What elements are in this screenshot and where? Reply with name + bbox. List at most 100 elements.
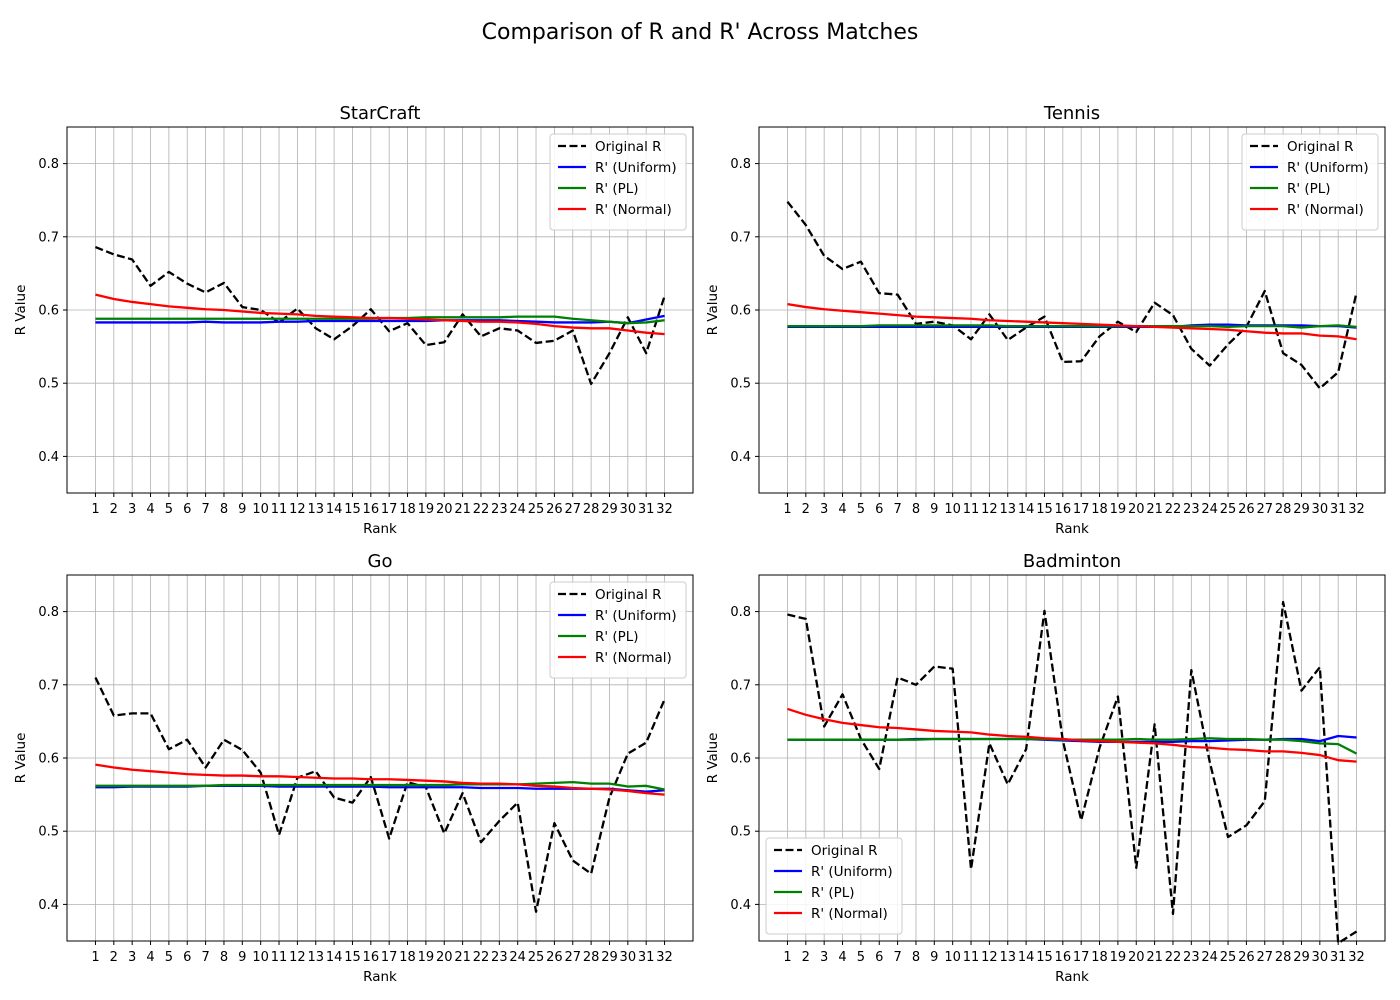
y-tick-label: 0.4 — [38, 450, 59, 465]
legend-label: Original R — [1287, 139, 1354, 155]
series-line-original-r — [94, 676, 666, 913]
x-tick-label: 15 — [1036, 950, 1053, 965]
x-tick-label: 27 — [564, 950, 581, 965]
x-tick-label: 22 — [1165, 950, 1182, 965]
x-tick-label: 12 — [289, 950, 306, 965]
x-tick-label: 3 — [820, 950, 828, 965]
x-tick-label: 1 — [783, 950, 791, 965]
x-tick-label: 2 — [110, 950, 118, 965]
x-tick-label: 28 — [1275, 950, 1292, 965]
legend-label: R' (Uniform) — [595, 608, 677, 624]
x-tick-label: 9 — [238, 502, 246, 517]
x-tick-label: 25 — [1220, 502, 1237, 517]
x-tick-label: 6 — [875, 502, 883, 517]
x-tick-label: 16 — [1055, 950, 1072, 965]
x-tick-label: 10 — [252, 950, 269, 965]
x-tick-label: 19 — [1110, 502, 1127, 517]
x-tick-label: 8 — [912, 950, 920, 965]
x-tick-label: 25 — [528, 502, 545, 517]
y-tick-label: 0.6 — [38, 752, 59, 767]
x-tick-label: 8 — [220, 950, 228, 965]
x-tick-label: 9 — [238, 950, 246, 965]
x-tick-label: 27 — [1256, 950, 1273, 965]
x-tick-label: 20 — [1128, 502, 1145, 517]
x-tick-label: 19 — [418, 950, 435, 965]
x-tick-label: 8 — [220, 502, 228, 517]
x-tick-label: 7 — [201, 502, 209, 517]
x-axis-label: Rank — [1055, 521, 1089, 537]
y-tick-label: 0.5 — [730, 825, 751, 840]
y-tick-label: 0.7 — [38, 230, 59, 245]
x-tick-label: 12 — [981, 950, 998, 965]
legend-label: R' (Uniform) — [811, 864, 893, 880]
subplot-tennis: 1 2 3 4 5 6 7 8 9 10 11 12 13 14 15 16 17 18 19 20 21 22 23 24 2… — [705, 103, 1386, 537]
x-axis: 1 2 3 4 5 6 7 8 9 10 11 12 13 14 15 16 17 18 19 20 21 22 23 24 2… — [783, 941, 1365, 965]
x-tick-label: 8 — [912, 502, 920, 517]
y-tick-label: 0.8 — [38, 157, 59, 172]
x-tick-label: 15 — [344, 502, 361, 517]
x-tick-label: 31 — [1330, 502, 1347, 517]
legend-box — [1241, 133, 1379, 231]
x-tick-label: 14 — [326, 502, 343, 517]
x-tick-label: 18 — [399, 502, 416, 517]
x-tick-label: 13 — [999, 502, 1016, 517]
x-tick-label: 20 — [436, 502, 453, 517]
x-tick-label: 30 — [1312, 950, 1329, 965]
series-line-r-uniform — [95, 314, 665, 325]
legend-label: R' (PL) — [595, 629, 639, 645]
x-tick-label: 6 — [183, 502, 191, 517]
x-tick-label: 17 — [1073, 950, 1090, 965]
grid — [67, 127, 693, 493]
legend: Original R R' (Uniform) R' (PL) R' (Normal) — [1241, 133, 1379, 231]
x-tick-label: 32 — [1348, 502, 1365, 517]
x-tick-label: 5 — [165, 502, 173, 517]
x-tick-label: 21 — [454, 502, 471, 517]
series-group — [95, 245, 666, 386]
series-group — [787, 600, 1358, 945]
series-line-r-normal — [95, 293, 665, 336]
x-tick-label: 11 — [963, 950, 980, 965]
y-tick-label: 0.6 — [730, 304, 751, 319]
x-tick-label: 22 — [473, 502, 490, 517]
series-line-r-pl — [787, 324, 1357, 329]
x-tick-label: 16 — [363, 502, 380, 517]
legend-label: R' (Normal) — [811, 906, 888, 922]
x-tick-label: 9 — [930, 502, 938, 517]
subplots: 1 2 3 4 5 6 7 8 9 10 11 12 13 14 15 16 17 18 19 20 21 22 23 24 2… — [13, 103, 1386, 985]
y-tick-label: 0.8 — [730, 157, 751, 172]
legend-box — [549, 133, 687, 231]
y-axis: 0.4 0.5 0.6 0.7 0.8 — [730, 605, 759, 913]
x-tick-label: 21 — [1146, 502, 1163, 517]
x-tick-label: 30 — [620, 502, 637, 517]
x-tick-label: 12 — [289, 502, 306, 517]
x-tick-label: 28 — [583, 950, 600, 965]
series-line-original-r — [786, 200, 1358, 390]
x-tick-label: 30 — [1312, 502, 1329, 517]
x-tick-label: 32 — [656, 502, 673, 517]
x-tick-label: 19 — [418, 502, 435, 517]
x-tick-label: 14 — [1018, 502, 1035, 517]
y-tick-label: 0.4 — [730, 898, 751, 913]
x-tick-label: 32 — [656, 950, 673, 965]
x-tick-label: 6 — [875, 950, 883, 965]
x-tick-label: 23 — [1183, 950, 1200, 965]
x-tick-label: 7 — [201, 950, 209, 965]
subplot-title: Badminton — [1023, 551, 1121, 572]
grid — [759, 575, 1385, 941]
x-tick-label: 5 — [857, 502, 865, 517]
y-tick-label: 0.6 — [730, 752, 751, 767]
x-tick-label: 21 — [1146, 950, 1163, 965]
series-line-original-r — [787, 600, 1358, 945]
legend-label: R' (Normal) — [1287, 202, 1364, 218]
x-tick-label: 32 — [1348, 950, 1365, 965]
x-tick-label: 5 — [165, 950, 173, 965]
x-axis-label: Rank — [363, 969, 397, 985]
x-tick-label: 13 — [999, 950, 1016, 965]
y-tick-label: 0.7 — [730, 230, 751, 245]
legend: Original R R' (Uniform) R' (PL) R' (Normal) — [765, 837, 903, 935]
x-tick-label: 22 — [473, 950, 490, 965]
x-tick-label: 27 — [1256, 502, 1273, 517]
x-tick-label: 9 — [930, 950, 938, 965]
x-tick-label: 26 — [1238, 950, 1255, 965]
